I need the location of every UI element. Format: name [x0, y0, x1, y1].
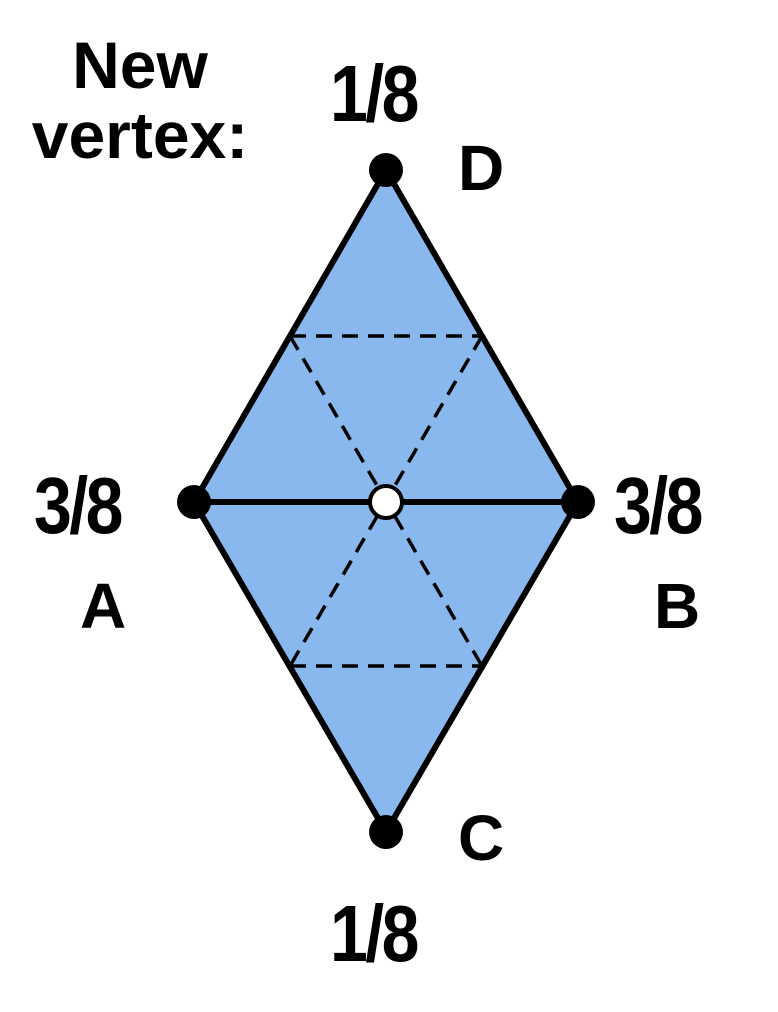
vertex-dot-b [561, 485, 595, 519]
vertex-label-b: B [654, 570, 701, 642]
vertex-dot-a [177, 485, 211, 519]
heading-line-1: New [72, 28, 208, 102]
vertex-dot-d [369, 153, 403, 187]
weight-label-b: 3/8 [614, 461, 703, 550]
vertex-dot-c [369, 815, 403, 849]
heading-line-2: vertex: [31, 98, 249, 172]
new-vertex-dot [368, 484, 404, 520]
weight-label-c: 1/8 [330, 889, 419, 978]
weight-label-d: 1/8 [330, 49, 419, 138]
weight-label-a: 3/8 [34, 461, 123, 550]
vertex-label-a: A [80, 570, 127, 642]
new-vertex-heading: New vertex: [5, 30, 275, 170]
vertex-label-d: D [458, 132, 505, 204]
vertex-label-c: C [458, 802, 505, 874]
